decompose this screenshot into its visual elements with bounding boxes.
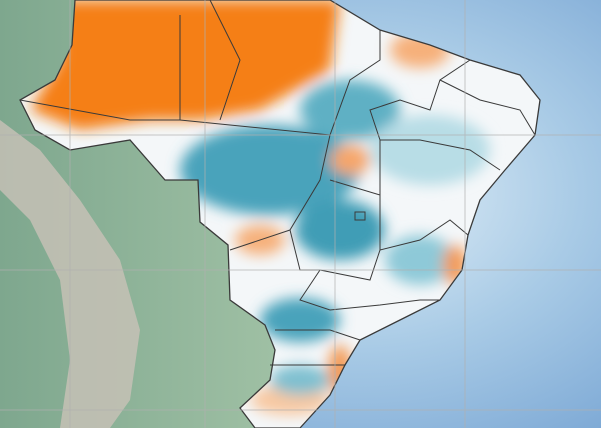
- graticule: [0, 0, 601, 428]
- map: [0, 0, 601, 428]
